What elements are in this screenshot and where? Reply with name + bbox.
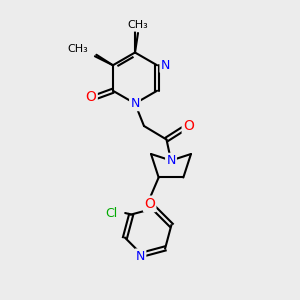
Text: N: N: [166, 154, 176, 167]
Text: O: O: [144, 197, 155, 211]
Text: N: N: [130, 97, 140, 110]
Text: N: N: [136, 250, 145, 263]
Text: Cl: Cl: [105, 206, 118, 220]
Text: O: O: [183, 119, 194, 133]
Text: CH₃: CH₃: [67, 44, 88, 54]
Text: O: O: [85, 90, 97, 104]
Text: N: N: [161, 59, 170, 72]
Text: CH₃: CH₃: [128, 20, 148, 31]
